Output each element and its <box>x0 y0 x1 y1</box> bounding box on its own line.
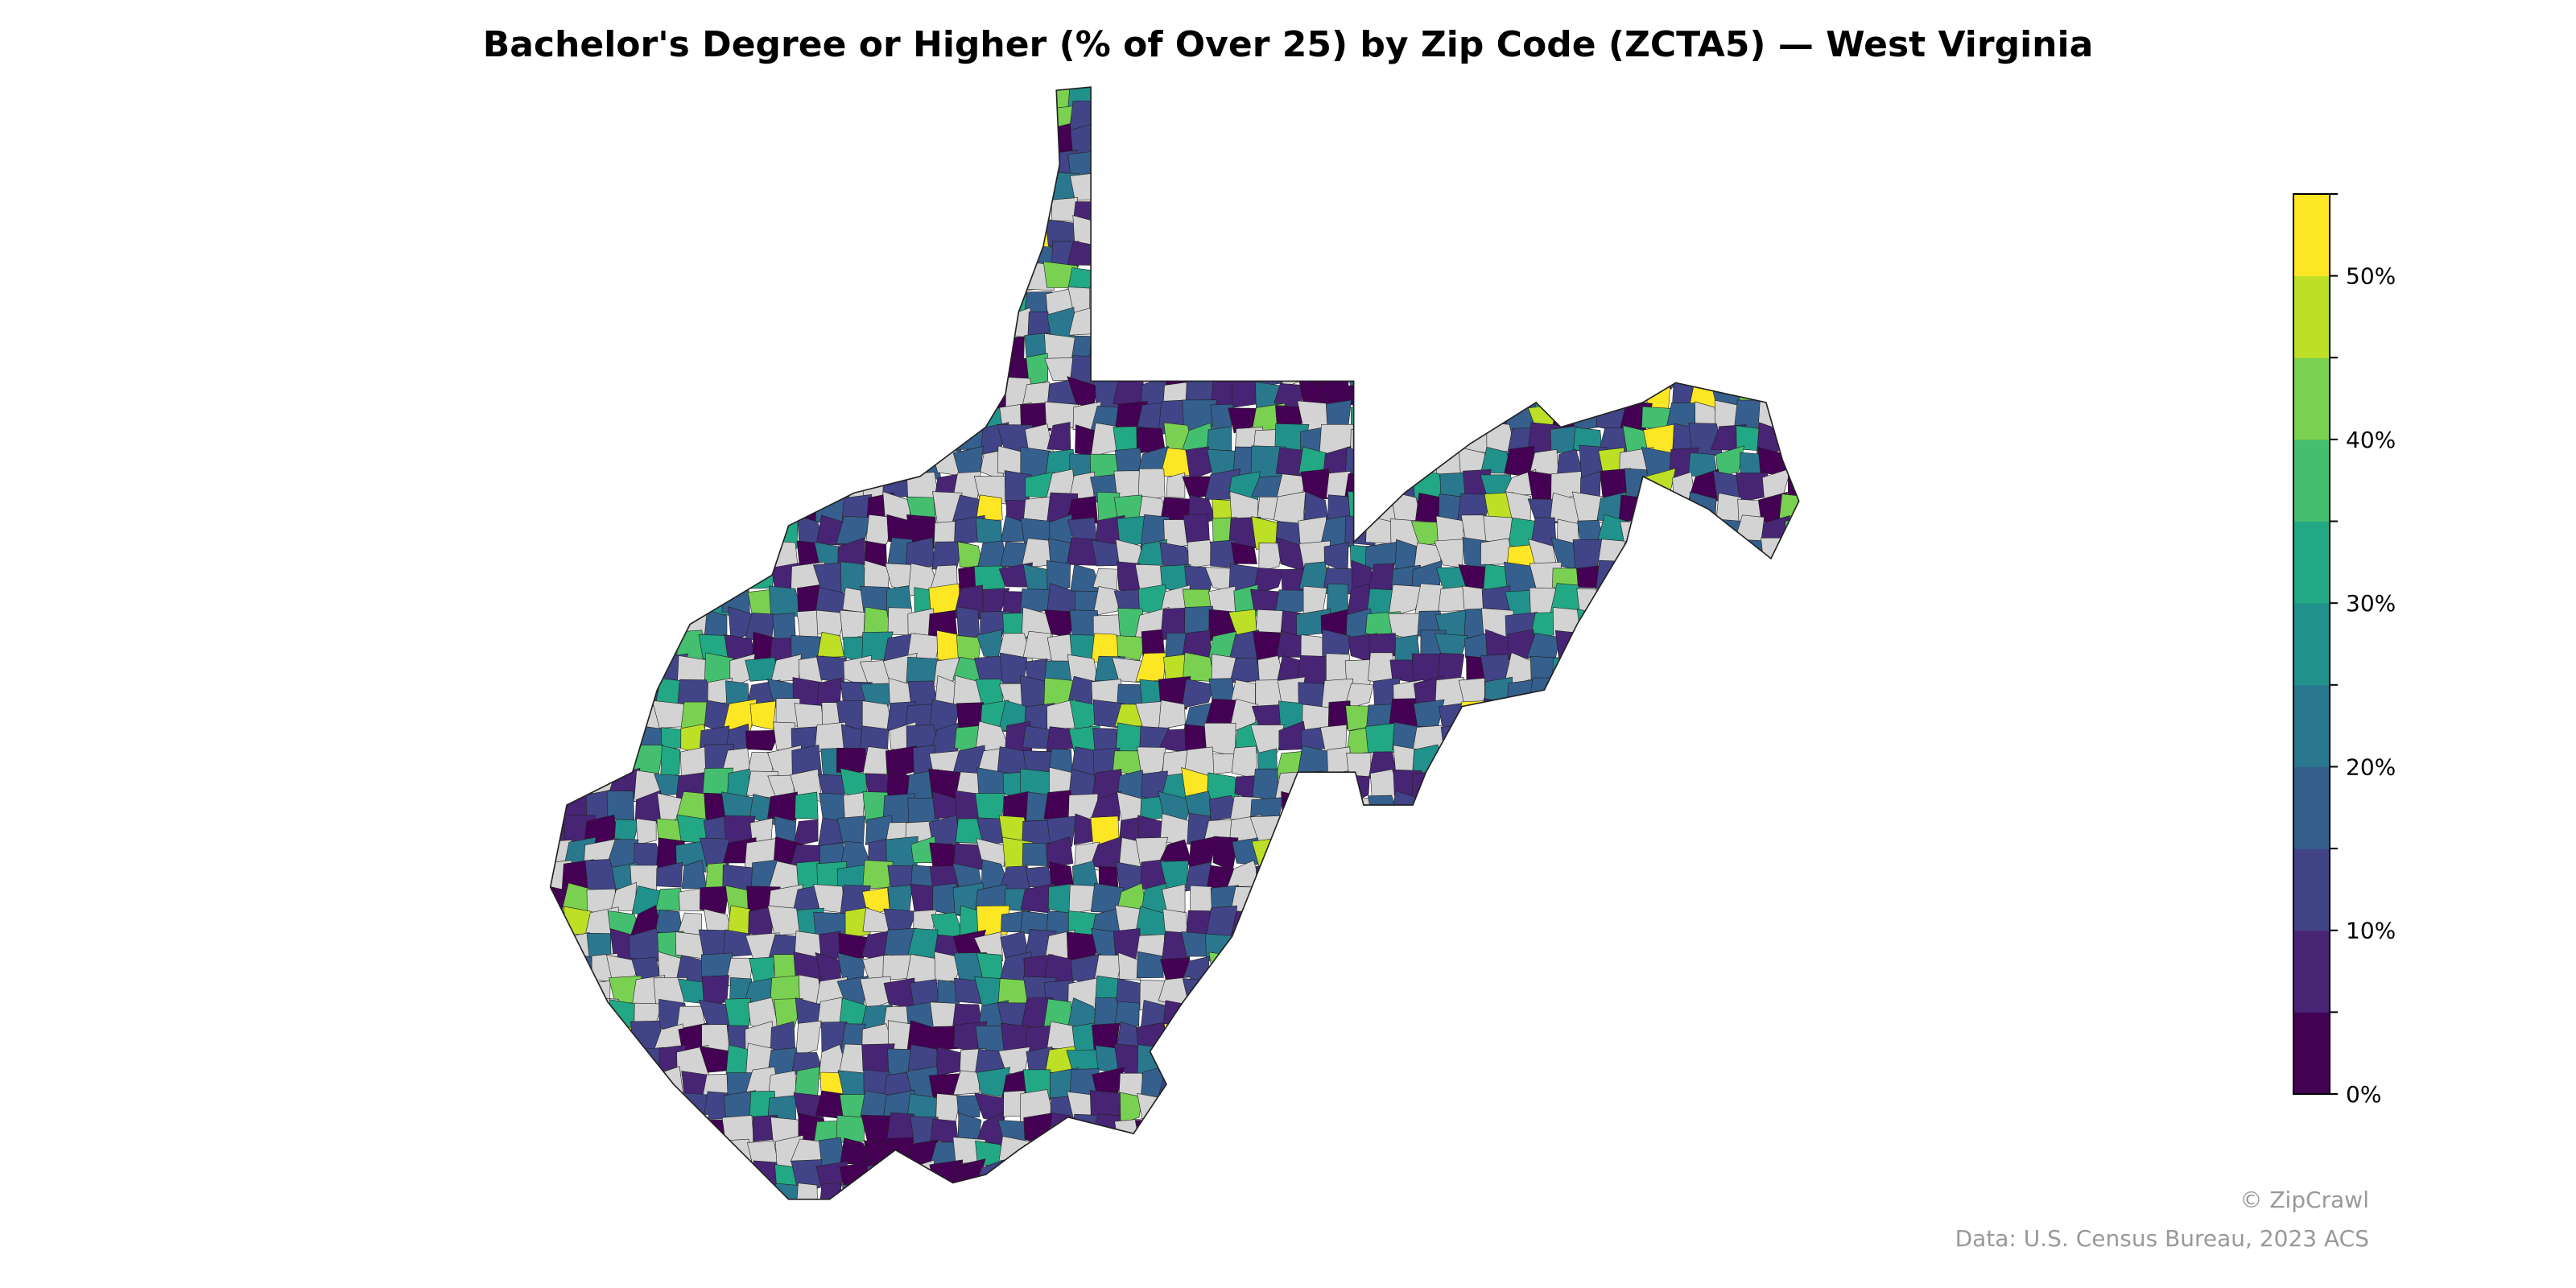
zcta-region <box>793 819 819 847</box>
zcta-region <box>795 1020 822 1057</box>
zcta-region <box>952 471 981 499</box>
zcta-region <box>1117 635 1149 661</box>
colorbar-tick-label: 20% <box>2346 753 2396 780</box>
zcta-region <box>1044 401 1080 429</box>
zcta-region <box>660 745 681 779</box>
zcta-region <box>1091 539 1125 567</box>
colorbar-tick-label: 30% <box>2346 590 2396 617</box>
zcta-region <box>656 861 683 888</box>
zcta-region <box>1207 426 1232 451</box>
colorbar-bin <box>2293 439 2330 522</box>
zcta-region <box>1232 837 1258 865</box>
zcta-region <box>1388 584 1423 617</box>
colorbar-bin <box>2293 357 2330 440</box>
zcta-region <box>1368 633 1396 657</box>
colorbar-tick-label: 0% <box>2346 1081 2381 1108</box>
zcta-region <box>795 791 819 819</box>
zcta-region <box>976 494 1003 521</box>
zcta-region <box>1166 472 1186 498</box>
zcta-region <box>1231 542 1257 564</box>
colorbar-tick-label: 10% <box>2346 918 2396 944</box>
zcta-region <box>745 729 781 751</box>
colorbar-tick-label: 50% <box>2346 263 2396 290</box>
zcta-region <box>1136 951 1164 979</box>
zcta-region <box>817 774 847 796</box>
map-title: Bachelor's Degree or Higher (% of Over 2… <box>482 24 2094 65</box>
colorbar-bin <box>2293 275 2330 358</box>
copyright-text: © ZipCrawl <box>2240 1187 2369 1213</box>
zcta-region <box>1020 402 1054 431</box>
zcta-region <box>636 818 657 845</box>
zcta-region <box>1159 813 1192 845</box>
zcta-region <box>700 886 730 914</box>
colorbar-bin <box>2293 848 2330 931</box>
colorbar-bin <box>2293 930 2330 1013</box>
zcta-region <box>749 700 776 730</box>
zcta-region <box>1258 543 1284 572</box>
zcta-region <box>1250 724 1285 755</box>
source-text: Data: U.S. Census Bureau, 2023 ACS <box>1955 1225 2369 1252</box>
zcta-region <box>1162 884 1186 918</box>
zcta-region <box>1181 679 1216 709</box>
zcta-region <box>1026 353 1049 388</box>
zcta-region <box>928 815 960 845</box>
zcta-region <box>1298 540 1331 568</box>
colorbar-tick-label: 40% <box>2346 427 2396 453</box>
zcta-region <box>724 997 751 1033</box>
zcta-region <box>1137 468 1166 502</box>
colorbar-bin <box>2293 684 2330 767</box>
zcta-region <box>865 514 894 548</box>
colorbar-bin <box>2293 1012 2330 1095</box>
colorbar-bin <box>2293 521 2330 604</box>
colorbar-bin <box>2293 766 2330 849</box>
zcta-region <box>838 932 870 959</box>
colorbar-bin <box>2293 194 2330 277</box>
zcta-region <box>1114 1001 1140 1027</box>
colorbar-bin <box>2293 603 2330 686</box>
zcta-region <box>1088 791 1121 824</box>
zcta-region <box>1185 446 1212 481</box>
zcta-region <box>1046 836 1074 869</box>
zcta-region <box>767 791 798 821</box>
zcta-region <box>1137 746 1166 778</box>
